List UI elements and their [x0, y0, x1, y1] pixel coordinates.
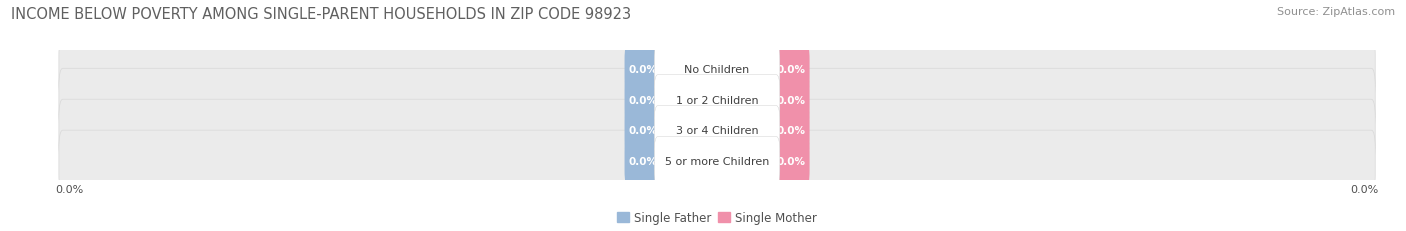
FancyBboxPatch shape: [624, 45, 661, 94]
Text: Source: ZipAtlas.com: Source: ZipAtlas.com: [1277, 7, 1395, 17]
Text: 0.0%: 0.0%: [628, 64, 657, 74]
FancyBboxPatch shape: [624, 76, 661, 125]
Text: 1 or 2 Children: 1 or 2 Children: [676, 95, 758, 105]
FancyBboxPatch shape: [654, 106, 780, 155]
Text: No Children: No Children: [685, 64, 749, 74]
Legend: Single Father, Single Mother: Single Father, Single Mother: [613, 206, 821, 229]
Text: 0.0%: 0.0%: [628, 126, 657, 136]
FancyBboxPatch shape: [59, 100, 1375, 162]
Text: INCOME BELOW POVERTY AMONG SINGLE-PARENT HOUSEHOLDS IN ZIP CODE 98923: INCOME BELOW POVERTY AMONG SINGLE-PARENT…: [11, 7, 631, 22]
FancyBboxPatch shape: [773, 76, 810, 125]
Text: 0.0%: 0.0%: [778, 157, 806, 167]
Text: 0.0%: 0.0%: [778, 126, 806, 136]
FancyBboxPatch shape: [624, 106, 661, 155]
Text: 0.0%: 0.0%: [628, 95, 657, 105]
FancyBboxPatch shape: [654, 137, 780, 186]
Text: 3 or 4 Children: 3 or 4 Children: [676, 126, 758, 136]
FancyBboxPatch shape: [59, 69, 1375, 131]
Text: 0.0%: 0.0%: [778, 95, 806, 105]
FancyBboxPatch shape: [59, 38, 1375, 100]
FancyBboxPatch shape: [773, 45, 810, 94]
Text: 5 or more Children: 5 or more Children: [665, 157, 769, 167]
FancyBboxPatch shape: [654, 45, 780, 94]
FancyBboxPatch shape: [654, 76, 780, 125]
FancyBboxPatch shape: [773, 106, 810, 155]
FancyBboxPatch shape: [59, 131, 1375, 193]
FancyBboxPatch shape: [624, 137, 661, 186]
Text: 0.0%: 0.0%: [778, 64, 806, 74]
FancyBboxPatch shape: [773, 137, 810, 186]
Text: 0.0%: 0.0%: [628, 157, 657, 167]
